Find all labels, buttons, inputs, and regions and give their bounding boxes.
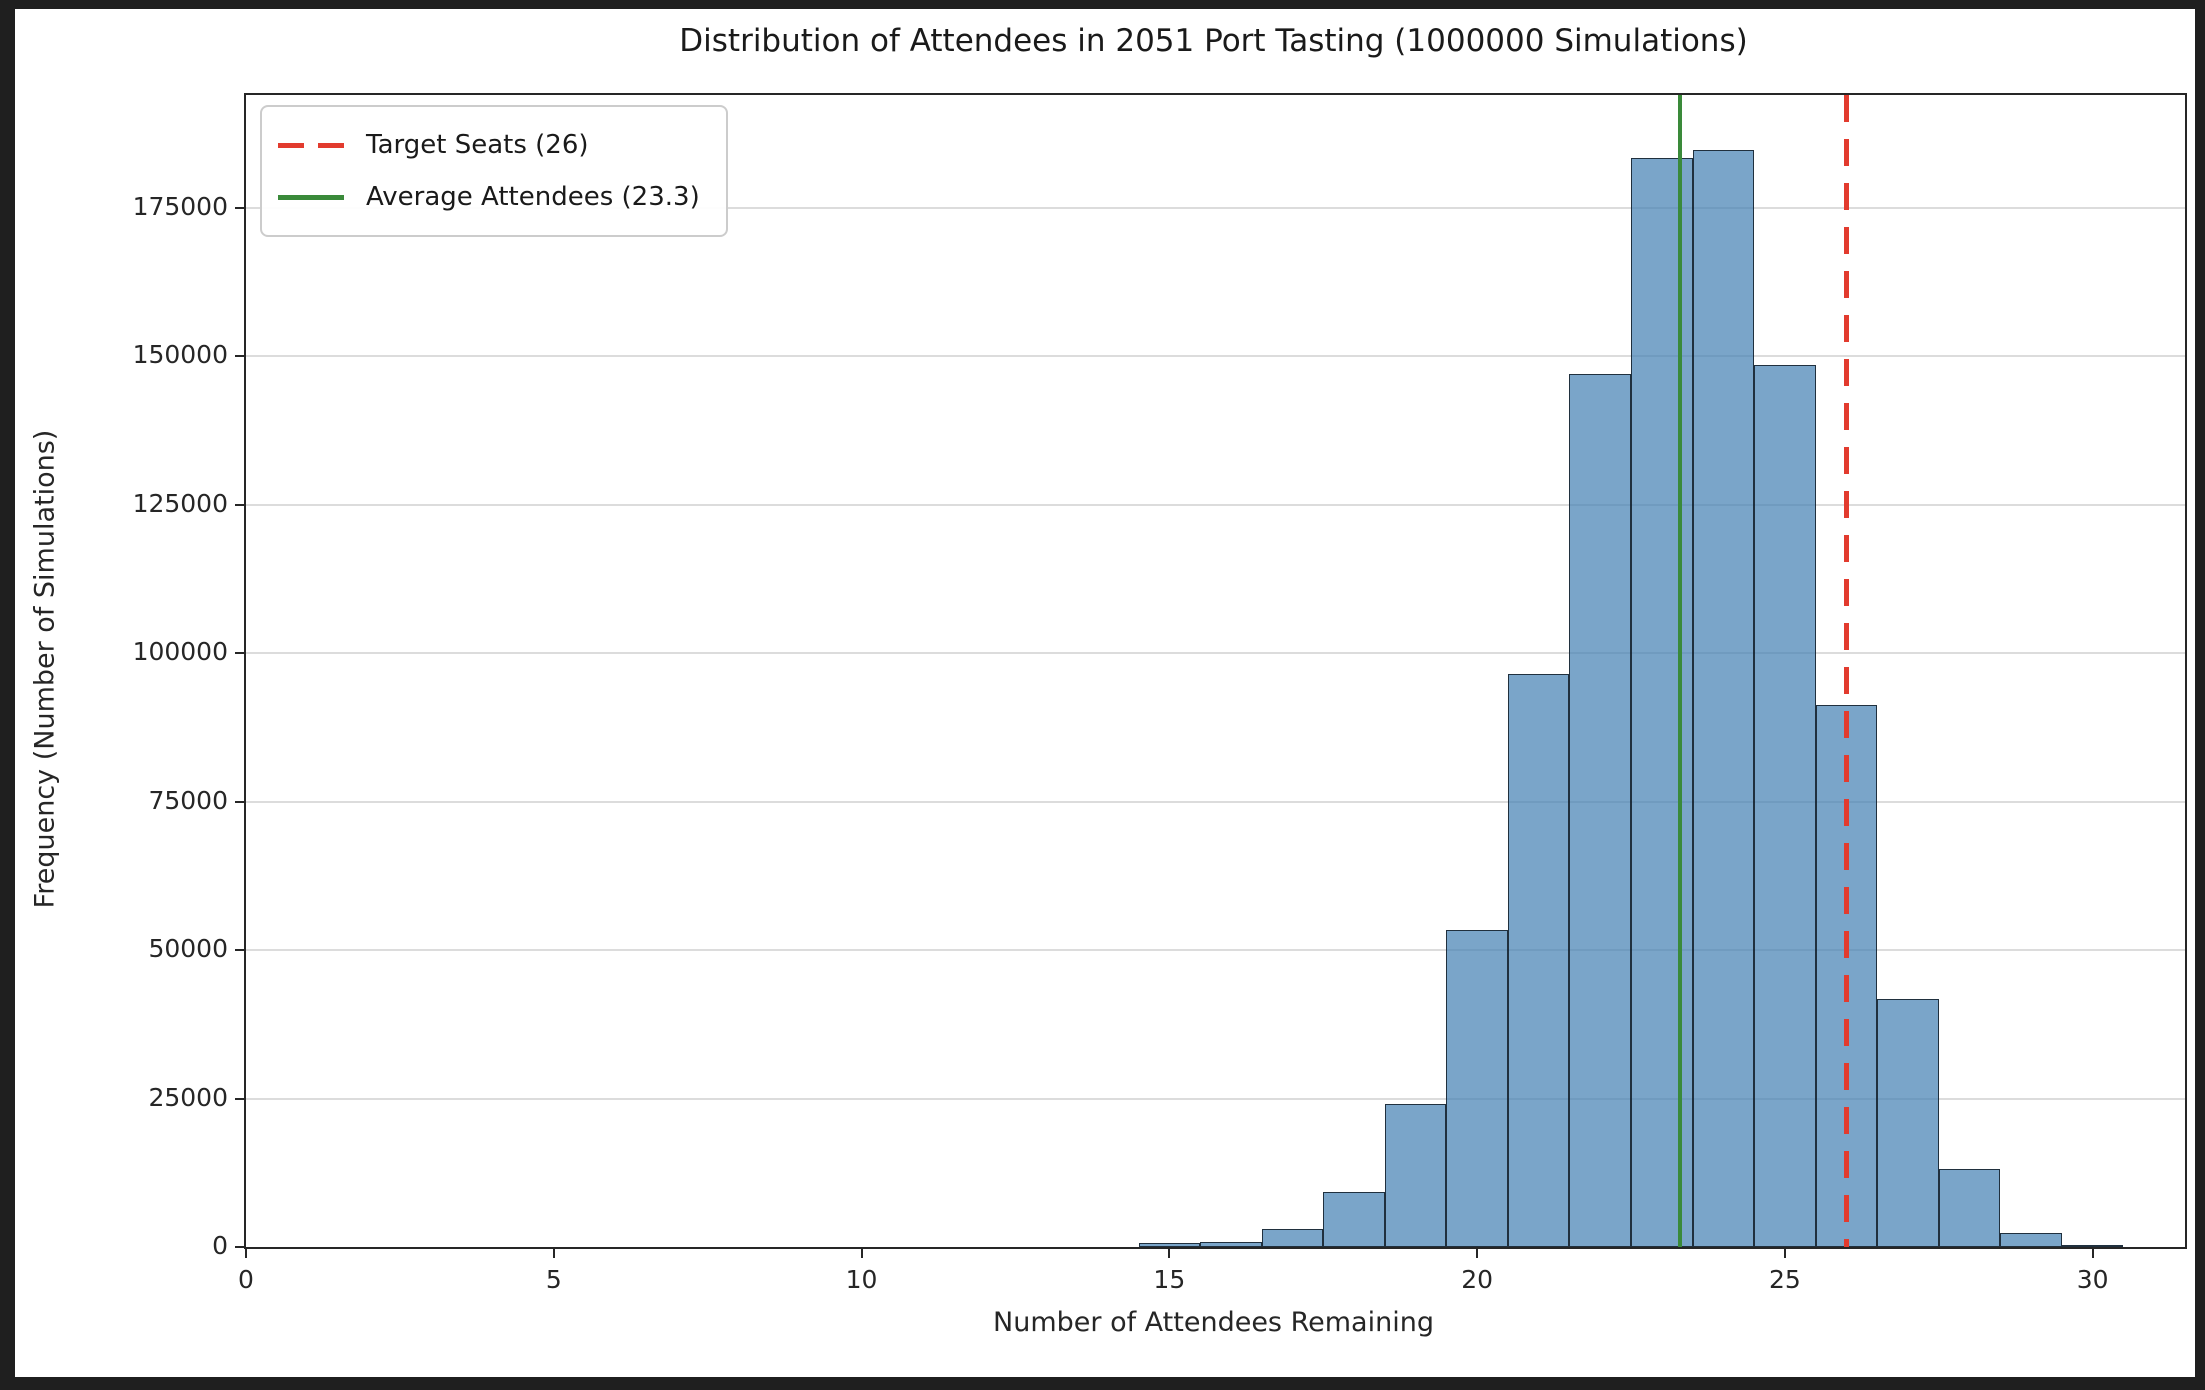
histogram-bar	[1754, 364, 1816, 1247]
y-tick-mark	[235, 1246, 246, 1248]
histogram-bar	[1569, 374, 1631, 1247]
legend-entry: Average Attendees (23.3)	[278, 171, 700, 223]
legend: Target Seats (26) Average Attendees (23.3…	[260, 105, 728, 237]
histogram-bar	[1323, 1191, 1385, 1247]
x-tick-mark	[2091, 1247, 2094, 1258]
x-tick-mark	[1168, 1247, 1171, 1258]
x-tick-mark	[245, 1247, 247, 1258]
y-tick-mark	[235, 652, 246, 655]
y-gridline	[246, 503, 2185, 506]
x-tick-mark	[860, 1247, 863, 1258]
y-tick-mark	[235, 503, 246, 506]
histogram-bar	[1507, 673, 1570, 1247]
x-tick-mark	[552, 1247, 555, 1258]
y-gridline	[246, 949, 2185, 952]
x-tick-mark	[1783, 1247, 1786, 1258]
x-tick-label: 0	[238, 1265, 254, 1294]
y-gridline	[246, 355, 2185, 358]
plot-area: Target Seats (26) Average Attendees (23.3…	[133, 93, 2187, 1294]
x-tick-label: 30	[2076, 1265, 2109, 1294]
x-tick-mark	[1476, 1247, 1479, 1258]
histogram-bar	[2000, 1232, 2062, 1247]
y-tick-mark	[235, 800, 246, 803]
histogram-bar	[1261, 1228, 1324, 1247]
y-tick-mark	[235, 949, 246, 952]
y-gridline	[246, 206, 2185, 209]
y-tick-label: 175000	[132, 191, 228, 221]
histogram-bar	[2061, 1245, 2124, 1248]
histogram-bar	[1877, 998, 1939, 1247]
histogram-bar	[1200, 1241, 1262, 1247]
y-tick-label: 0	[212, 1231, 228, 1260]
histogram-bar	[1938, 1169, 2001, 1247]
x-axis-label: Number of Attendees Remaining	[993, 1307, 1434, 1338]
histogram-bar	[1138, 1243, 1201, 1247]
solid-line-sample-icon	[278, 194, 344, 200]
chart-title: Distribution of Attendees in 2051 Port T…	[679, 23, 1748, 59]
y-tick-label: 75000	[148, 785, 228, 815]
x-tick-label: 25	[1768, 1265, 1801, 1294]
x-tick-label: 15	[1153, 1265, 1186, 1294]
y-tick-mark	[235, 1097, 246, 1100]
y-tick-label: 150000	[132, 340, 228, 370]
average-attendees-vline	[1677, 95, 1682, 1247]
target-seats-vline	[1843, 95, 1849, 1247]
x-tick-label: 10	[845, 1265, 878, 1294]
y-tick-mark	[235, 206, 246, 209]
y-gridline	[246, 1097, 2185, 1100]
y-tick-label: 50000	[148, 934, 228, 964]
legend-label: Average Attendees (23.3)	[366, 182, 700, 212]
y-tick-label: 25000	[148, 1082, 228, 1112]
histogram-bar	[1384, 1104, 1447, 1247]
figure-canvas: Distribution of Attendees in 2051 Port T…	[15, 9, 2195, 1377]
y-gridline	[246, 652, 2185, 655]
legend-entry: Target Seats (26)	[278, 119, 700, 171]
histogram-bar	[1631, 157, 1693, 1247]
x-tick-label: 20	[1461, 1265, 1494, 1294]
x-tick-label: 5	[545, 1265, 562, 1294]
y-tick-label: 125000	[132, 488, 228, 518]
histogram-bar	[1446, 929, 1508, 1247]
y-tick-label: 100000	[132, 637, 228, 667]
y-tick-mark	[235, 355, 246, 358]
dashed-line-sample-icon	[278, 142, 344, 148]
histogram-bar	[1692, 149, 1755, 1247]
y-gridline	[246, 800, 2185, 803]
y-axis-label: Frequency (Number of Simulations)	[29, 429, 61, 909]
legend-label: Target Seats (26)	[366, 130, 589, 160]
